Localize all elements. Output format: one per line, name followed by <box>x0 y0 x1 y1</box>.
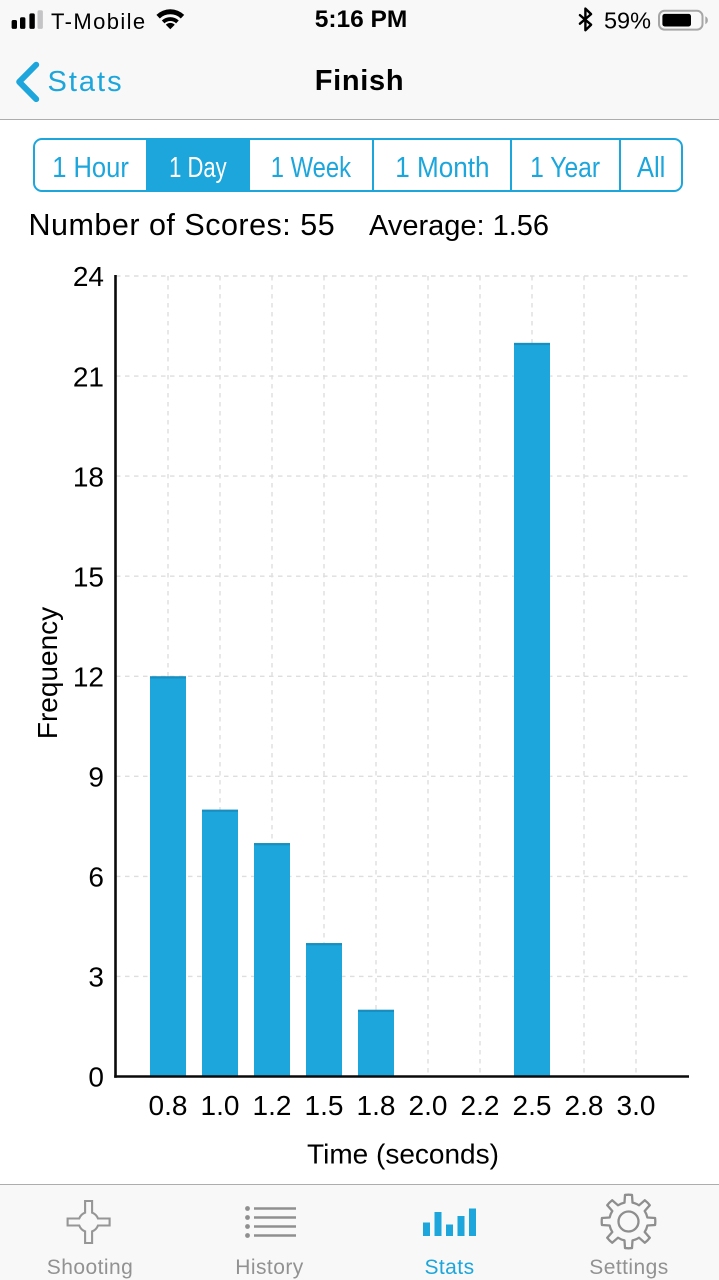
svg-text:1.8: 1.8 <box>357 1090 396 1121</box>
svg-text:History: History <box>235 1256 304 1279</box>
svg-text:Time (seconds): Time (seconds) <box>307 1139 499 1170</box>
svg-text:Settings: Settings <box>589 1256 668 1279</box>
svg-text:Shooting: Shooting <box>47 1256 134 1279</box>
svg-text:0.8: 0.8 <box>149 1090 188 1121</box>
svg-text:3.0: 3.0 <box>617 1090 656 1121</box>
svg-text:9: 9 <box>88 762 104 793</box>
svg-text:2.2: 2.2 <box>461 1090 500 1121</box>
svg-text:2.5: 2.5 <box>513 1090 552 1121</box>
svg-text:2.0: 2.0 <box>409 1090 448 1121</box>
svg-text:24: 24 <box>73 261 104 292</box>
svg-text:0: 0 <box>88 1062 104 1093</box>
svg-text:59%: 59% <box>604 7 651 33</box>
svg-text:6: 6 <box>88 862 104 893</box>
svg-text:1.5: 1.5 <box>305 1090 344 1121</box>
svg-text:1.2: 1.2 <box>253 1090 292 1121</box>
svg-text:3: 3 <box>88 962 104 993</box>
svg-text:21: 21 <box>73 361 104 392</box>
svg-text:Frequency: Frequency <box>32 607 63 739</box>
svg-text:2.8: 2.8 <box>565 1090 604 1121</box>
svg-text:Stats: Stats <box>424 1256 474 1279</box>
svg-text:18: 18 <box>73 461 104 492</box>
svg-text:1.0: 1.0 <box>201 1090 240 1121</box>
svg-text:12: 12 <box>73 662 104 693</box>
svg-text:15: 15 <box>73 561 104 592</box>
